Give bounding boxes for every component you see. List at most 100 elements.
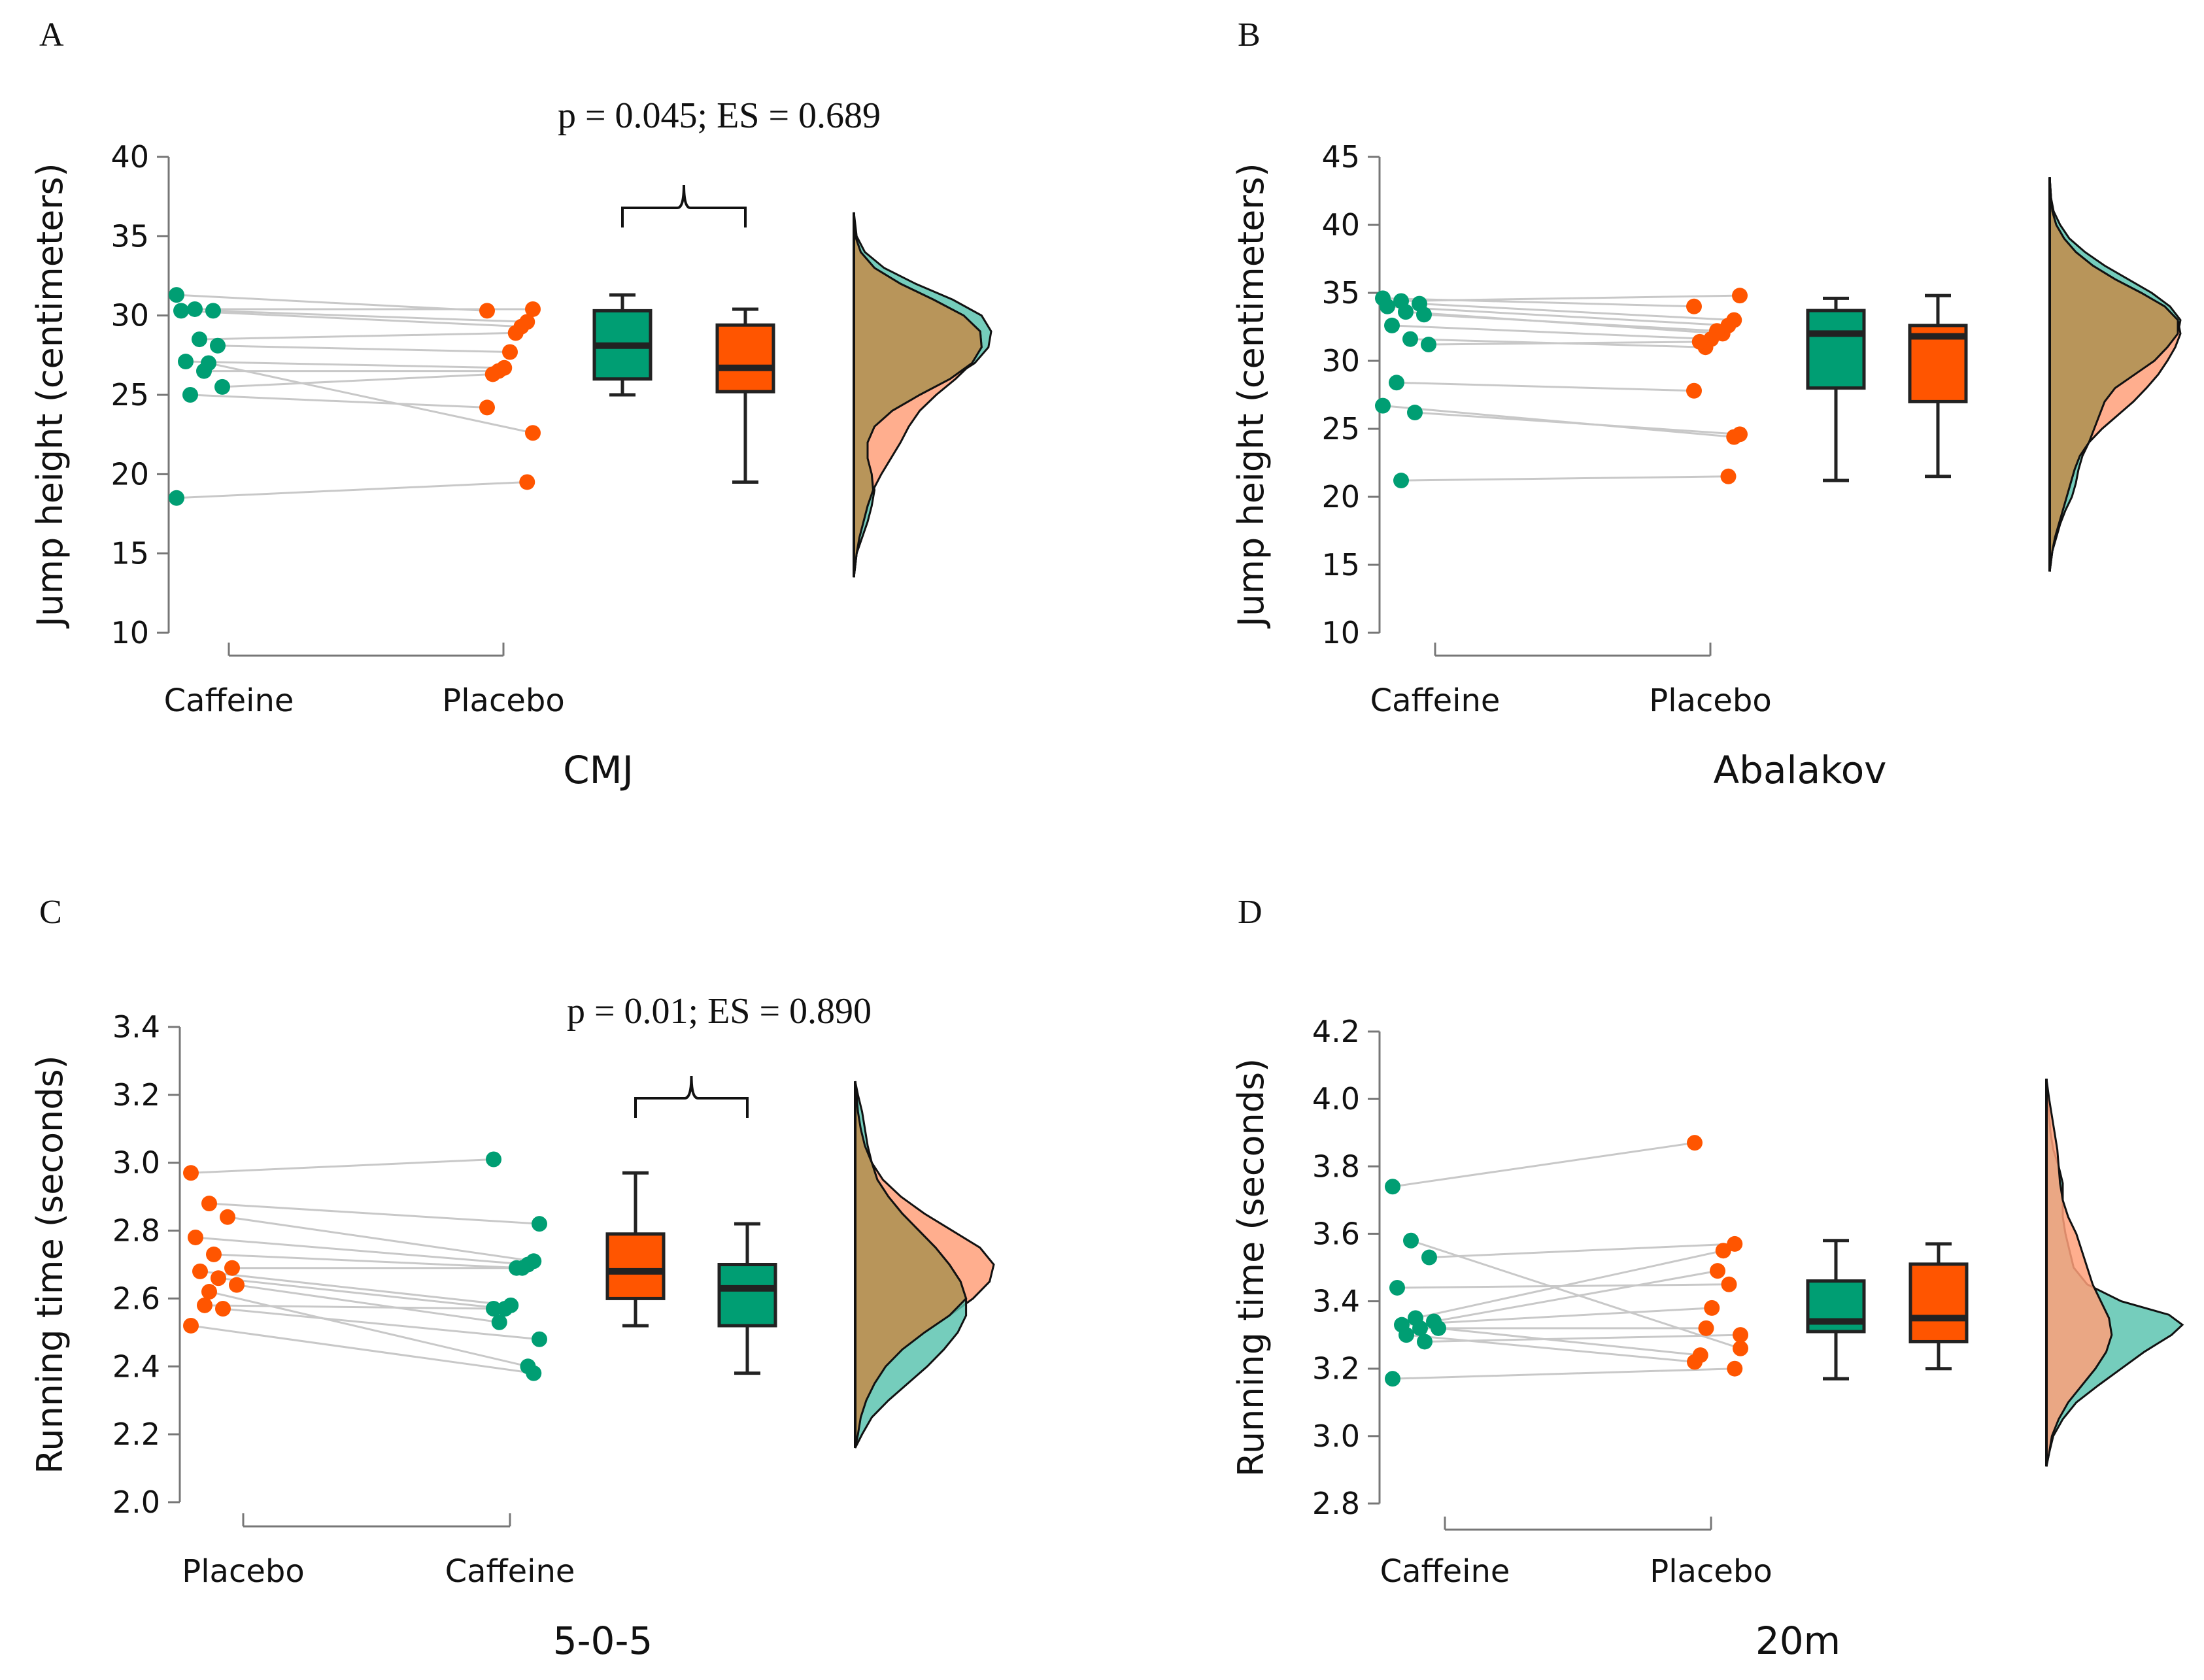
y-tick-label: 25 (110, 377, 149, 412)
data-point (1720, 468, 1737, 484)
y-tick-label: 2.8 (112, 1213, 160, 1249)
data-point (197, 1297, 212, 1313)
data-point (182, 387, 198, 403)
boxplot-caffeine (717, 1222, 777, 1375)
y-tick-label: 25 (1321, 411, 1360, 446)
y-tick-label: 3.0 (112, 1145, 160, 1181)
significance-annotation: p = 0.045; ES = 0.689 (558, 95, 881, 136)
data-point (1687, 1135, 1703, 1151)
data-point (201, 1284, 217, 1300)
x-axis: Caffeine Placebo (1380, 1517, 1772, 1590)
data-point (229, 1277, 245, 1293)
pair-line (1410, 1239, 1741, 1350)
data-point (1398, 304, 1414, 320)
y-tick-label: 3.8 (1312, 1149, 1360, 1184)
paired-lines (190, 1158, 540, 1375)
data-point (486, 1151, 501, 1168)
density-overlap (2048, 177, 2179, 572)
boxplot-caffeine (1806, 296, 1866, 482)
data-point (211, 1270, 226, 1286)
y-tick-label: 4.0 (1312, 1081, 1360, 1117)
pair-line (1392, 1368, 1735, 1380)
pair-line (217, 344, 511, 353)
data-point (1375, 397, 1391, 414)
panel-b: B 10 15 20 25 30 35 40 45 Jump height (centimeter… (1230, 16, 2182, 792)
pair-line (222, 373, 493, 388)
significance-bracket (621, 184, 747, 227)
panel-letter: A (39, 16, 64, 54)
pair-line (176, 294, 488, 312)
pair-line (209, 1202, 540, 1225)
box-iqr (605, 1232, 666, 1300)
y-tick-label: 3.2 (112, 1077, 160, 1113)
y-tick-label: 35 (110, 218, 149, 254)
pair-line (190, 1324, 534, 1375)
y-tick-label: 3.4 (112, 1009, 160, 1045)
data-point (1698, 1320, 1714, 1336)
density-overlap (854, 1081, 968, 1449)
data-point (201, 1196, 217, 1212)
x-axis: Placebo Caffeine (182, 1513, 575, 1590)
data-point (169, 287, 184, 303)
y-axis: 2.0 2.2 2.4 2.6 2.8 3.0 3.2 3.4 Running time (se… (29, 1009, 181, 1520)
x-category-label: Placebo (1649, 682, 1771, 719)
y-axis-title: Jump height (centimeters) (1230, 163, 1272, 629)
data-point (169, 490, 184, 506)
data-point (1704, 1300, 1720, 1316)
data-points (1385, 1135, 1748, 1387)
y-axis-title: Running time (seconds) (1230, 1058, 1272, 1477)
pair-line (1392, 1141, 1695, 1188)
x-category-label: Placebo (182, 1553, 304, 1590)
pair-line (1415, 1249, 1724, 1319)
y-tick-label: 3.6 (1312, 1216, 1360, 1251)
boxplot-placebo (1908, 1242, 1969, 1371)
pair-line (1400, 294, 1740, 302)
y-tick-label: 4.2 (1312, 1014, 1360, 1049)
pair-line (180, 309, 522, 328)
pair-line (195, 1236, 528, 1266)
y-tick-label: 2.6 (112, 1281, 160, 1316)
data-point (479, 399, 495, 416)
density-placebo (2045, 1079, 2113, 1467)
box-iqr (715, 323, 775, 394)
y-tick-label: 3.4 (1312, 1284, 1360, 1319)
data-point (1691, 333, 1708, 350)
box-iqr (717, 1263, 777, 1328)
data-point (509, 1260, 524, 1276)
x-axis-title: 5-0-5 (553, 1619, 653, 1663)
pair-line (185, 360, 505, 369)
data-point (520, 1358, 536, 1375)
pair-line (1429, 1243, 1735, 1259)
data-point (1380, 298, 1395, 314)
density-clouds (2045, 1079, 2184, 1467)
boxplot-placebo (605, 1171, 666, 1328)
data-point (497, 1301, 513, 1317)
data-points (183, 1151, 547, 1381)
y-axis: 10 15 20 25 30 35 40 Jump height (centimeters) (29, 139, 170, 650)
data-point (173, 303, 189, 319)
data-point (1416, 307, 1432, 323)
data-point (183, 1317, 199, 1334)
data-point (1727, 1360, 1743, 1377)
data-point (1421, 337, 1436, 353)
data-point (507, 325, 524, 341)
x-category-label: Caffeine (1370, 682, 1500, 719)
panel-c: C 2.0 2.2 2.4 2.6 2.8 3.0 3.2 3.4 Running time (s… (29, 894, 995, 1663)
x-category-label: Caffeine (445, 1553, 575, 1590)
x-axis: Caffeine Placebo (1370, 643, 1772, 719)
x-axis-title: Abalakov (1713, 748, 1886, 792)
data-point (491, 1314, 507, 1330)
y-tick-label: 45 (1321, 139, 1360, 175)
pair-line (199, 1270, 511, 1307)
y-tick-label: 10 (1321, 615, 1360, 650)
box-iqr (1806, 309, 1866, 390)
data-point (1686, 382, 1702, 399)
y-tick-label: 3.2 (1312, 1351, 1360, 1386)
data-point (479, 303, 495, 319)
x-axis: Caffeine Placebo (164, 643, 565, 719)
data-point (1431, 1320, 1446, 1336)
data-point (1421, 1249, 1437, 1266)
y-tick-label: 3.0 (1312, 1419, 1360, 1454)
pair-line (1382, 405, 1735, 438)
